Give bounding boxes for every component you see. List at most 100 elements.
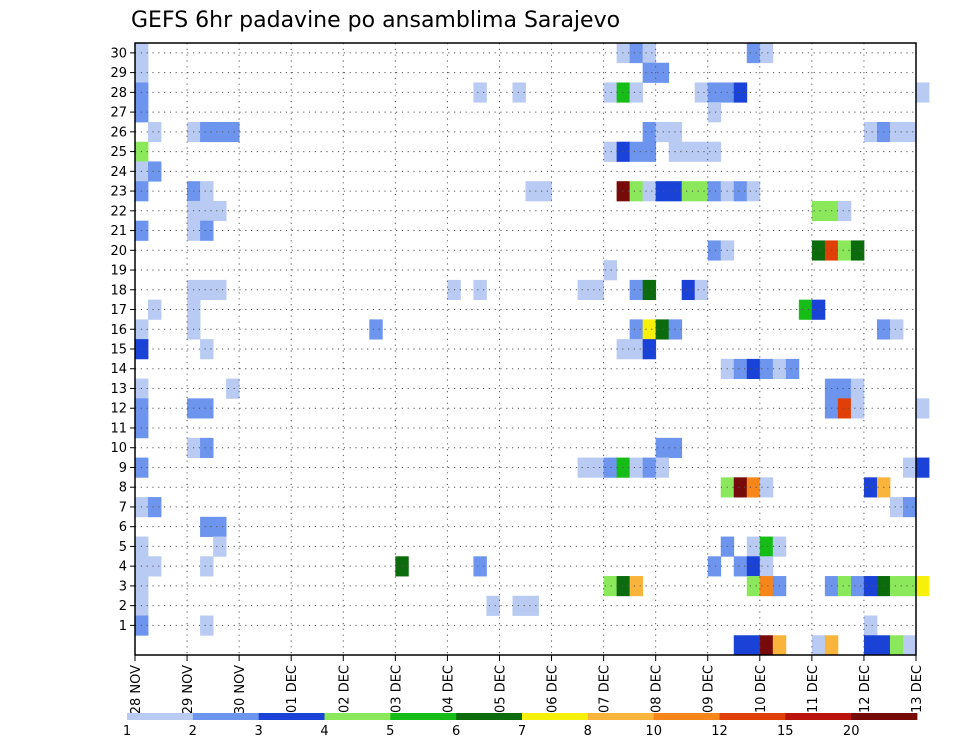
heatmap-cell — [200, 339, 214, 360]
y-tick-label: 10 — [110, 441, 127, 456]
y-tick-label: 25 — [110, 145, 127, 160]
colorbar-label: 4 — [320, 724, 328, 739]
x-tick-label: 09 DEC — [702, 665, 717, 713]
x-axis-ticks: 28 NOV 29 NOV 30 NOV 01 DEC 02 DEC 03 DEC 04 D… — [129, 655, 925, 714]
heatmap-cell — [226, 121, 240, 143]
colorbar-swatch — [258, 713, 325, 720]
dotted-grid — [134, 43, 917, 655]
y-tick-label: 28 — [110, 86, 127, 101]
colorbar-label: 20 — [843, 724, 860, 739]
heatmap-cell — [837, 576, 852, 597]
heatmap-cell — [577, 279, 591, 301]
heatmap-cell — [889, 121, 904, 143]
heatmap-cell — [148, 299, 162, 320]
colorbar-label: 5 — [386, 724, 394, 739]
heatmap-cell — [707, 82, 722, 103]
heatmap-cell — [538, 181, 552, 202]
heatmap-cell — [577, 457, 591, 478]
y-tick-label: 29 — [110, 66, 127, 81]
y-tick-label: 17 — [110, 303, 127, 318]
colorbar-swatch — [522, 713, 589, 720]
heatmap-cell — [603, 260, 618, 281]
heatmap-cell — [148, 161, 162, 182]
colorbar-swatch — [127, 713, 194, 720]
heatmap-cell — [746, 43, 761, 64]
heatmap-cell — [916, 82, 930, 103]
heatmap-cell — [863, 576, 878, 597]
heatmap-cell — [655, 181, 670, 202]
heatmap-cell — [759, 43, 774, 64]
y-tick-label: 7 — [119, 500, 127, 515]
y-tick-label: 8 — [119, 481, 127, 496]
heatmap-cell — [759, 358, 774, 380]
heatmap-cell — [486, 595, 500, 616]
y-tick-label: 2 — [119, 599, 127, 614]
heatmap-cell — [694, 82, 709, 103]
y-tick-label: 23 — [110, 185, 127, 200]
colorbar-label: 8 — [584, 724, 592, 739]
y-tick-label: 3 — [119, 579, 127, 594]
x-tick-label: 08 DEC — [650, 665, 665, 713]
heatmap-cell — [837, 378, 852, 399]
heatmap-cell — [473, 279, 487, 301]
heatmap-cell — [733, 635, 748, 656]
colorbar: 1 2 3 4 5 6 7 8 10 12 15 20 — [123, 713, 918, 739]
heatmap-cell — [590, 457, 604, 478]
heatmap-cell — [200, 181, 214, 202]
heatmap-cell — [642, 457, 657, 478]
y-tick-label: 9 — [119, 461, 127, 476]
heatmap-cell — [916, 398, 930, 419]
heatmap-cell — [876, 635, 891, 656]
x-tick-label: 11 DEC — [806, 665, 821, 713]
heatmap-cell — [200, 615, 214, 636]
y-tick-label: 15 — [110, 343, 127, 358]
heatmap-cell — [629, 141, 644, 162]
heatmap-cell — [902, 576, 917, 597]
heatmap-cell — [629, 576, 644, 597]
y-axis-ticks: 1234567891011121314151617181920212223242… — [110, 46, 135, 634]
heatmap-cell — [707, 102, 722, 123]
heatmap-cell — [629, 43, 644, 64]
heatmap-cell — [525, 181, 539, 202]
heatmap-cell — [746, 477, 761, 498]
chart-title: GEFS 6hr padavine po ansamblima Sarajevo — [131, 8, 620, 33]
heatmap-cell — [473, 82, 487, 103]
heatmap-cell — [746, 576, 761, 597]
heatmap-cell — [603, 576, 618, 597]
heatmap-cell — [902, 121, 917, 143]
heatmap-cell — [811, 635, 826, 656]
colorbar-label: 6 — [452, 724, 460, 739]
y-tick-label: 19 — [110, 264, 127, 279]
heatmap-cell — [850, 398, 865, 419]
heatmap-cell — [512, 595, 526, 616]
heatmap-cell — [759, 536, 774, 557]
colorbar-label: 15 — [777, 724, 794, 739]
heatmap-cell — [785, 358, 800, 380]
y-tick-label: 16 — [110, 323, 127, 338]
heatmap-cell — [681, 279, 696, 301]
x-tick-label: 28 NOV — [129, 665, 144, 714]
heatmap-cell — [889, 497, 904, 518]
heatmap-cell — [200, 398, 214, 419]
heatmap-cell — [746, 358, 761, 380]
colorbar-label: 7 — [518, 724, 526, 739]
heatmap-cell — [200, 220, 214, 241]
heatmap-cell — [681, 181, 696, 202]
heatmap-cell — [681, 141, 696, 162]
heatmap-cell — [629, 82, 644, 103]
y-tick-label: 20 — [110, 244, 127, 259]
heatmap-cell — [707, 141, 722, 162]
heatmap-cell — [590, 279, 604, 301]
heatmap-cell — [811, 200, 826, 222]
x-tick-label: 13 DEC — [910, 665, 925, 713]
heatmap-cell — [213, 200, 227, 222]
heatmap-cell — [655, 457, 670, 478]
heatmap-cell — [863, 635, 878, 656]
heatmap-cell — [707, 240, 722, 261]
heatmap-cell — [759, 576, 774, 597]
heatmap-cell — [655, 437, 670, 458]
heatmap-cell — [746, 556, 761, 577]
colorbar-label: 3 — [255, 724, 263, 739]
heatmap-cell — [889, 576, 904, 597]
